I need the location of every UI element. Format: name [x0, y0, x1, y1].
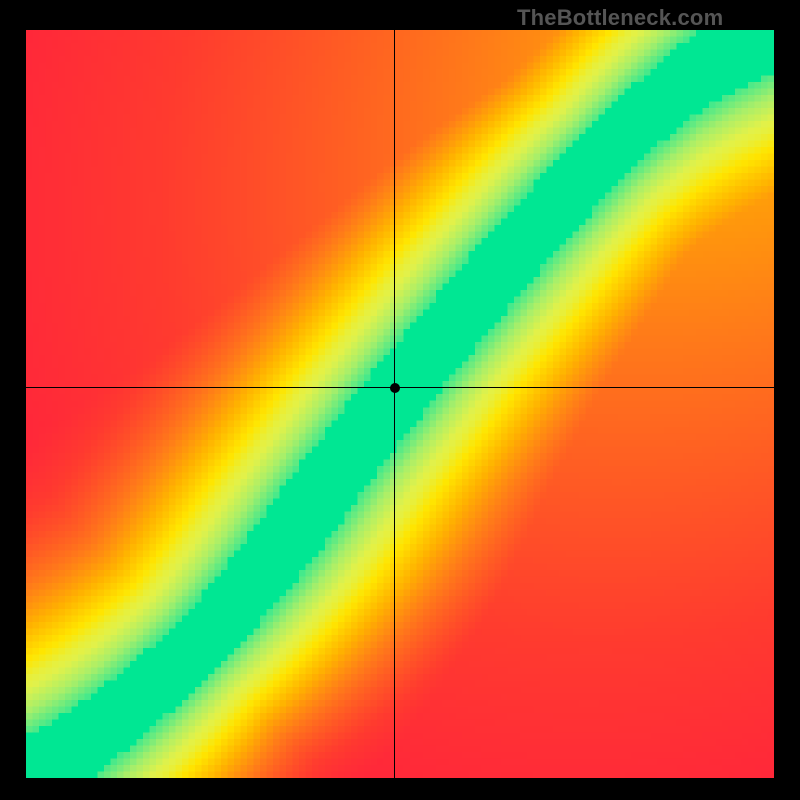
watermark-text: TheBottleneck.com — [517, 5, 723, 31]
bottleneck-heatmap — [26, 30, 774, 778]
crosshair-marker — [390, 383, 400, 393]
chart-container: { "meta": { "type": "heatmap", "source_l… — [0, 0, 800, 800]
crosshair-horizontal — [26, 387, 774, 388]
crosshair-vertical — [394, 30, 395, 778]
